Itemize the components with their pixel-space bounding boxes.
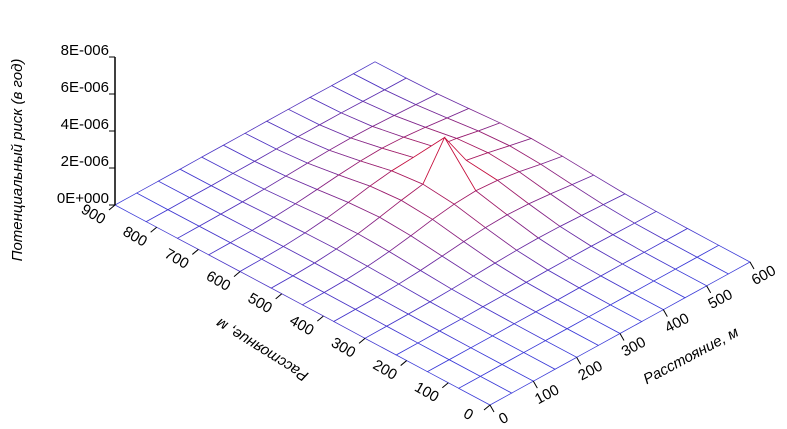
x-tick (489, 404, 495, 413)
y-tick (483, 404, 491, 411)
y-tick (275, 293, 282, 300)
z-tick-label: 4E-006 (61, 116, 109, 133)
x-tick (532, 380, 538, 389)
x-tick-label: 500 (705, 286, 735, 313)
surface-cell (457, 375, 513, 406)
y-tick (317, 315, 324, 322)
x-tick (749, 261, 755, 270)
x-tick-label: 100 (532, 381, 562, 408)
x-tick (706, 285, 712, 294)
x-tick-label: 300 (619, 334, 649, 361)
y-tick (233, 271, 241, 278)
y-tick-label: 500 (245, 290, 275, 317)
y-tick-label: 600 (203, 268, 233, 295)
z-axis-label: Потенциальный риск (в год) (9, 59, 26, 262)
y-tick-label: 700 (162, 245, 192, 272)
y-tick-label: 800 (120, 223, 150, 250)
x-tick-label: 400 (662, 310, 692, 337)
x-tick-label: 0 (496, 409, 511, 428)
y-tick-label: 400 (287, 312, 317, 339)
y-tick (108, 204, 116, 211)
y-tick-label: 300 (328, 334, 358, 361)
x-tick-label: 600 (749, 262, 779, 289)
y-tick (150, 226, 157, 233)
y-tick (192, 249, 199, 255)
y-tick (400, 360, 407, 366)
z-tick-label: 0E+000 (57, 190, 109, 207)
z-tick-label: 2E-006 (61, 153, 109, 170)
y-tick-label: 0 (460, 405, 476, 424)
y-tick (358, 337, 366, 344)
x-tick (619, 333, 625, 341)
y-tick (442, 382, 449, 389)
z-tick-label: 8E-006 (61, 42, 109, 59)
x-tick (662, 309, 668, 317)
x-tick-label: 200 (575, 357, 605, 384)
x-axis-label: Расстояние, м (640, 324, 741, 388)
z-tick-label: 6E-006 (61, 79, 109, 96)
x-tick (576, 357, 582, 365)
y-tick-label: 100 (412, 379, 442, 406)
y-tick-label: 200 (370, 356, 400, 383)
